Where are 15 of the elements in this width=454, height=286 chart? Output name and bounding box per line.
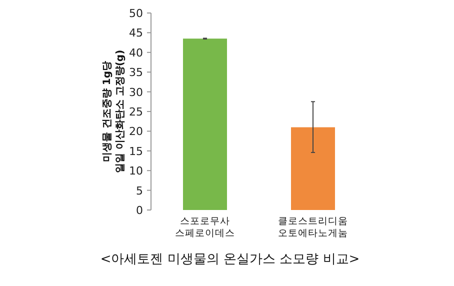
x-tick-label: 클로스트리디움 오토에타노게눔 — [278, 216, 348, 239]
y-tick-label: 30 — [129, 86, 143, 99]
y-tick-label: 40 — [129, 46, 143, 60]
y-tick-label: 0 — [136, 204, 143, 217]
y-tick-label: 20 — [129, 125, 143, 138]
y-tick-label: 15 — [129, 144, 143, 158]
y-axis-title: 미생물 건조중량 1g당 일일 이산화탄소 고정량(g) — [102, 50, 126, 174]
x-tick-label: 스포로무사 스페로이데스 — [175, 216, 235, 239]
y-tick-label: 50 — [129, 7, 143, 20]
y-tick-label: 45 — [129, 26, 143, 40]
y-tick-label: 10 — [129, 164, 143, 178]
y-tick-label: 5 — [136, 184, 143, 198]
y-tick-label: 25 — [129, 106, 143, 118]
text: <아세토젠 미생물의 온실가스 소모량 비교> — [100, 252, 360, 267]
y-tick-label: 35 — [129, 66, 143, 80]
